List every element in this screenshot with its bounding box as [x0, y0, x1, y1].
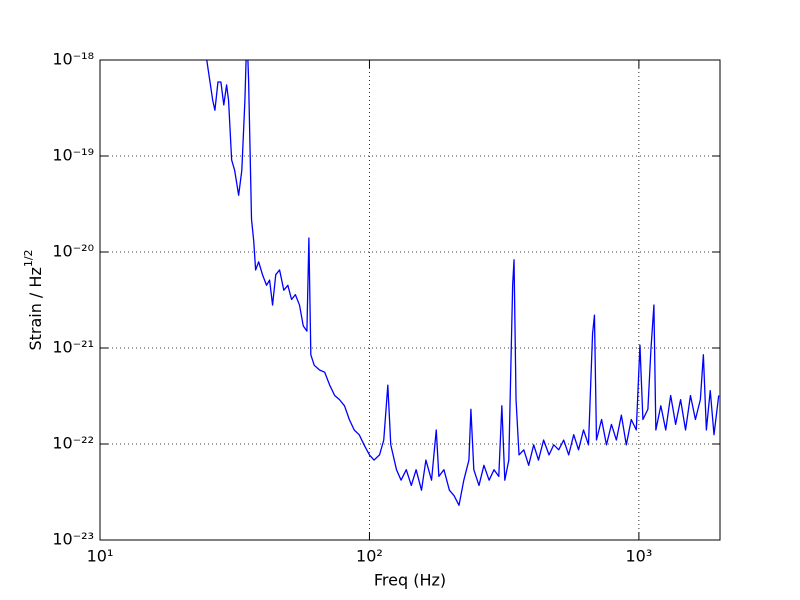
data-line — [206, 60, 720, 506]
y-axis-label: Strain / Hz1/2 — [22, 249, 45, 350]
plot-frame — [99, 59, 721, 541]
y-axis-label-sup: 1/2 — [22, 249, 35, 267]
y-tick-label: 10⁻²² — [52, 434, 94, 453]
y-tick-label: 10⁻²⁰ — [52, 242, 94, 261]
x-tick-label: 10¹ — [87, 547, 114, 566]
y-tick-label: 10⁻²³ — [52, 530, 94, 549]
x-tick-label: 10² — [356, 547, 383, 566]
y-tick-label: 10⁻¹⁹ — [52, 146, 94, 165]
y-tick-label: 10⁻¹⁸ — [52, 50, 94, 69]
y-tick-label: 10⁻²¹ — [52, 338, 94, 357]
series — [206, 60, 720, 506]
x-axis-label: Freq (Hz) — [374, 571, 446, 590]
y-axis-label-main: Strain / Hz — [26, 267, 45, 350]
x-tick-label: 10³ — [625, 547, 652, 566]
